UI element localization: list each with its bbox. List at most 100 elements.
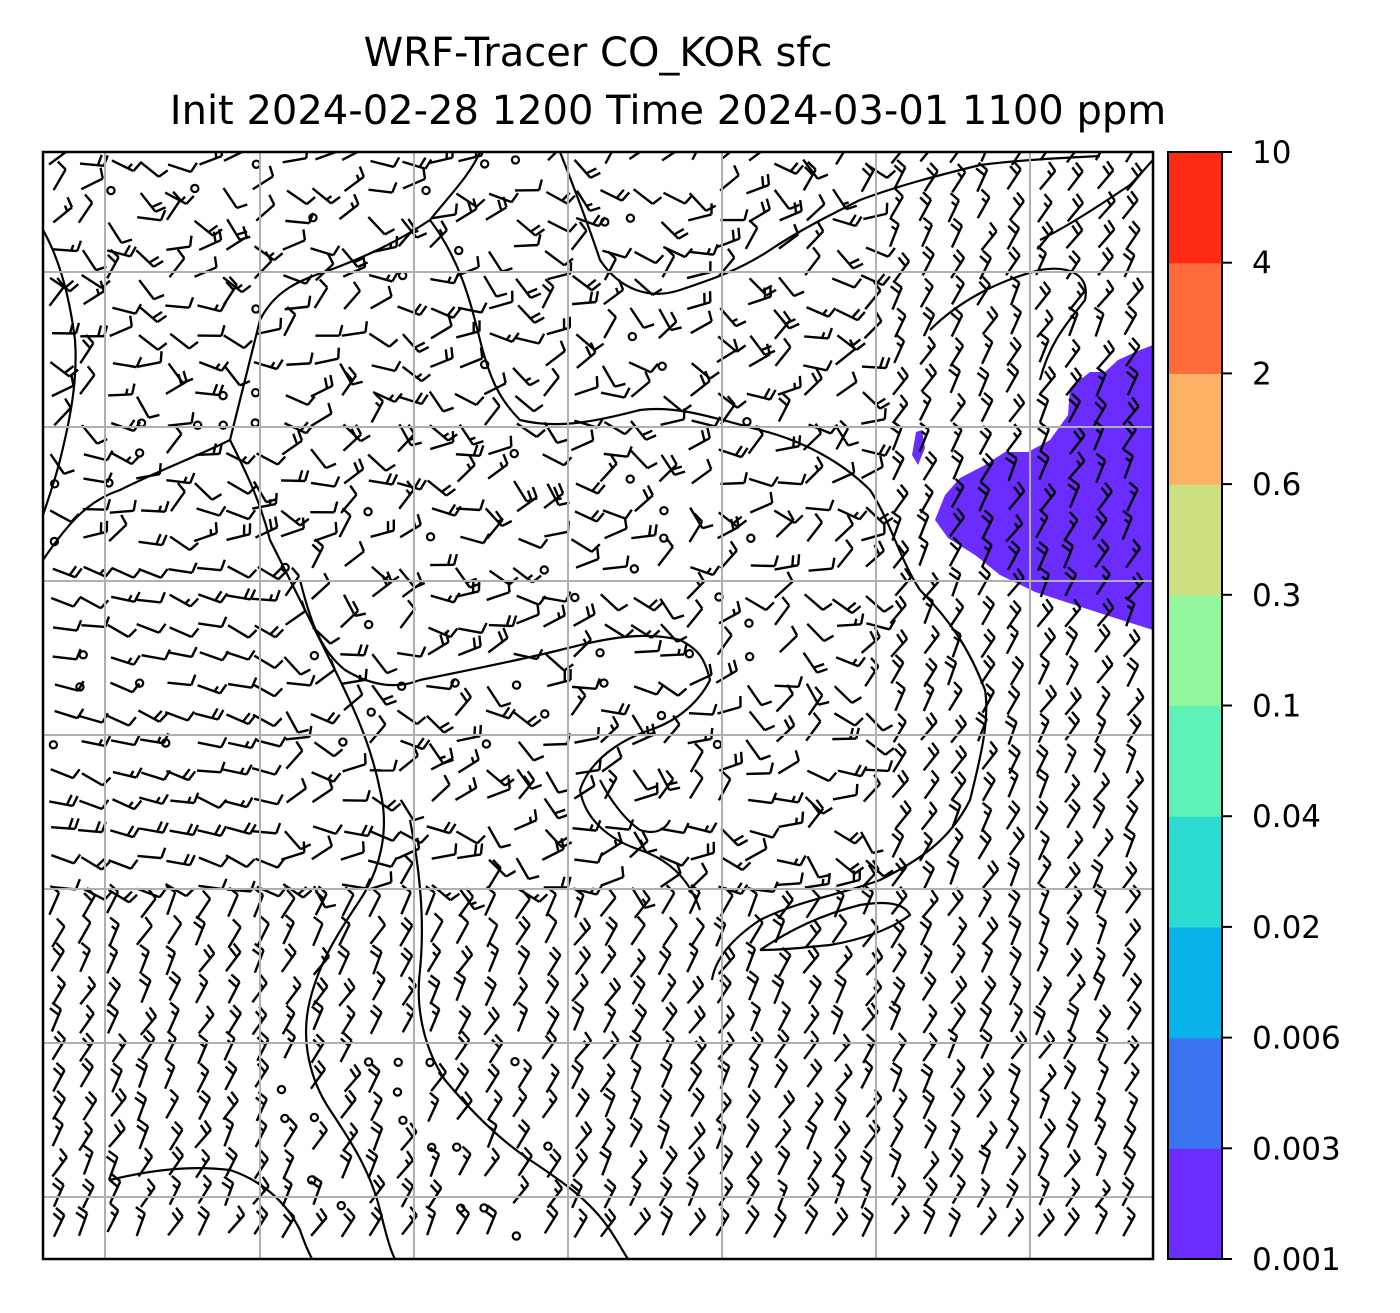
wind-barb-flag	[810, 1013, 816, 1020]
wind-barb-flag	[659, 1063, 671, 1072]
wind-barb	[169, 490, 186, 512]
wind-barb-flag	[1106, 339, 1116, 351]
wind-barb-flag	[928, 809, 934, 817]
wind-barb-flag	[1105, 287, 1111, 295]
wind-barb-flag	[1033, 1010, 1044, 1020]
wind-barb	[657, 778, 675, 800]
wind-barb-flag	[845, 539, 854, 550]
wind-barb-flag	[541, 283, 552, 293]
wind-barb	[745, 1126, 760, 1149]
wind-barb-flag	[526, 770, 536, 781]
wind-barb-flag	[704, 825, 710, 832]
wind-barb	[426, 825, 451, 835]
wind-barb	[860, 417, 886, 425]
wind-barb-flag	[817, 173, 829, 180]
wind-barb	[512, 566, 534, 584]
wind-barb	[918, 199, 933, 222]
wind-barb-flag	[814, 1100, 821, 1107]
wind-barb	[485, 769, 506, 787]
wind-barb-flag	[378, 714, 387, 726]
wind-barb-flag	[269, 625, 279, 636]
wind-barb-flag	[804, 166, 814, 176]
wind-barb-flag	[334, 521, 338, 534]
wind-barb-flag	[152, 310, 163, 320]
wind-barb	[802, 652, 819, 674]
wind-barb	[805, 720, 822, 742]
wind-barb	[50, 1008, 63, 1032]
wind-barb	[802, 953, 820, 974]
wind-barb-flag	[590, 603, 596, 615]
wind-barb-flag	[460, 1095, 470, 1107]
wind-barb-flag	[979, 430, 990, 440]
wind-barb	[1063, 519, 1079, 542]
wind-barb	[165, 433, 183, 454]
wind-barb	[1066, 202, 1084, 223]
wind-barb	[401, 581, 423, 598]
wind-barb	[197, 622, 223, 629]
wind-barb-flag	[1090, 864, 1101, 873]
calm-wind-marker	[280, 1113, 290, 1124]
wind-barb-flag	[72, 853, 82, 865]
wind-barb	[947, 896, 964, 917]
wind-barb	[1007, 548, 1021, 571]
wind-barb-flag	[462, 1154, 469, 1161]
wind-barb	[686, 580, 705, 600]
wind-barb	[807, 694, 824, 716]
wind-barb	[137, 854, 162, 860]
wind-barb	[1039, 428, 1051, 452]
wind-barb-flag	[170, 1125, 181, 1136]
wind-barb-flag	[769, 491, 774, 504]
wind-barb-flag	[735, 320, 747, 328]
wind-barb-flag	[199, 1062, 210, 1072]
wind-barb	[1097, 228, 1116, 249]
wind-barb	[1095, 573, 1111, 596]
wind-barb-flag	[247, 509, 257, 520]
wind-barb-flag	[460, 949, 470, 961]
wind-barb	[483, 382, 507, 396]
wind-barb-flag	[440, 220, 448, 231]
wind-barb	[285, 710, 300, 734]
wind-barb-flag	[1096, 914, 1107, 923]
wind-barb-flag	[490, 1156, 497, 1163]
wind-barb	[254, 1066, 270, 1088]
wind-barb	[311, 787, 334, 804]
wind-barb-flag	[127, 594, 133, 602]
wind-barb-flag	[694, 769, 704, 779]
wind-barb-flag	[52, 1067, 63, 1077]
wind-barb	[890, 662, 905, 685]
wind-barb	[629, 1036, 642, 1060]
wind-barb-flag	[712, 565, 721, 576]
wind-barb	[483, 1156, 501, 1177]
wind-barb-flag	[220, 361, 230, 372]
wind-barb	[836, 249, 855, 270]
wind-barb-flag	[357, 644, 363, 656]
wind-barb	[454, 696, 472, 717]
wind-barb-flag	[1097, 375, 1105, 381]
wind-barb-flag	[632, 1098, 639, 1104]
wind-barb-flag	[897, 712, 907, 723]
wind-barb-flag	[926, 344, 933, 351]
wind-barb-flag	[55, 1061, 66, 1072]
wind-barb-flag	[288, 1126, 295, 1133]
wind-barb	[832, 737, 857, 741]
wind-barb-flag	[848, 214, 857, 225]
wind-barb-flag	[488, 1126, 496, 1132]
wind-barb-flag	[668, 916, 678, 927]
wind-barb-flag	[765, 343, 772, 355]
wind-barb-flag	[700, 862, 709, 874]
wind-barb-flag	[693, 136, 701, 143]
wind-barb	[342, 1130, 359, 1152]
wind-barb-flag	[1008, 1068, 1019, 1077]
wind-barb-flag	[894, 654, 905, 664]
wind-barb-flag	[530, 783, 543, 791]
wind-barb	[368, 332, 391, 348]
wind-barb	[570, 694, 587, 716]
wind-barb-flag	[472, 198, 478, 210]
wind-barb	[892, 1096, 908, 1119]
wind-barb-flag	[385, 473, 393, 485]
wind-barb	[195, 391, 220, 397]
wind-barb	[486, 685, 502, 708]
wind-barb	[170, 799, 195, 805]
wind-barb	[1094, 632, 1111, 653]
wind-barb-flag	[897, 951, 904, 958]
